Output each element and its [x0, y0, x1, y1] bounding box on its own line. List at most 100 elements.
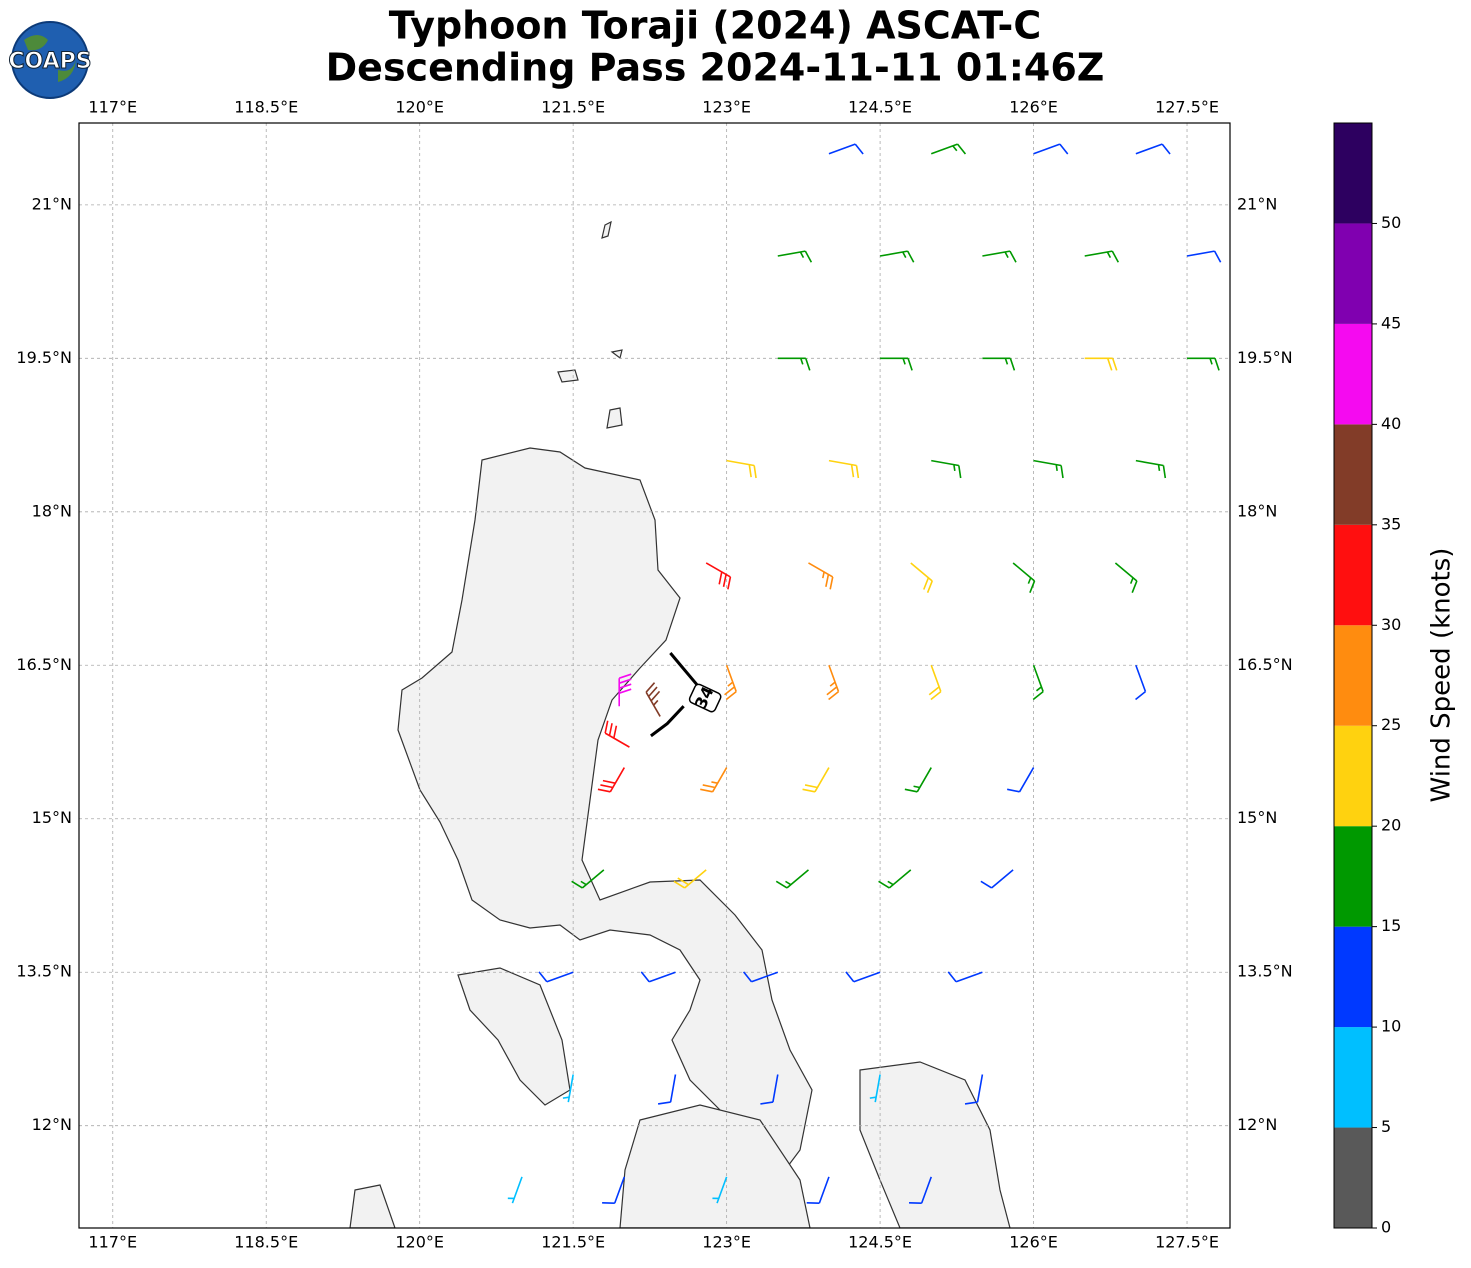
- wind-barb: [562, 1074, 574, 1103]
- wind-barb: [742, 971, 779, 983]
- y-tick-label: 13.5°N: [16, 962, 72, 981]
- x-tick-label: 121.5°E: [541, 98, 605, 117]
- y-tick-label: 18°N: [32, 501, 72, 520]
- wind-barb: [808, 562, 834, 590]
- colorbar-segment: [1334, 625, 1372, 726]
- wind-barb: [712, 1176, 728, 1204]
- wind-barb: [845, 971, 881, 983]
- wind-barb: [538, 971, 574, 983]
- logo-land: [24, 35, 76, 82]
- y-tick-label: 15°N: [1237, 808, 1277, 827]
- wind-barb: [980, 869, 1014, 889]
- wind-barb: [982, 357, 1016, 371]
- wind-barb: [602, 1176, 626, 1204]
- y-tick-label: 21°N: [32, 194, 72, 213]
- colorbar-tick-label: 5: [1381, 1117, 1391, 1136]
- x-tick-label: 120°E: [395, 1233, 444, 1252]
- colorbar-segment: [1334, 524, 1372, 626]
- wind-barb: [705, 562, 732, 590]
- wind-barb: [645, 682, 661, 717]
- wind-barb: [880, 357, 913, 371]
- wind-barb: [775, 869, 809, 889]
- colorbar-segment: [1334, 1027, 1372, 1128]
- wind-barb: [928, 664, 942, 701]
- wind-barb: [657, 1074, 677, 1105]
- colorbar-frame: [1333, 122, 1373, 1229]
- wind-barb: [724, 664, 737, 701]
- x-tick-label: 123°E: [702, 1233, 751, 1252]
- x-tick-label: 121.5°E: [541, 1233, 605, 1252]
- x-tick-label: 117°E: [88, 1233, 137, 1252]
- wind-barb: [1135, 143, 1171, 155]
- wind-barb: [947, 971, 983, 983]
- island: [557, 220, 623, 429]
- wind-barb: [828, 143, 864, 155]
- wind-barb: [1033, 459, 1064, 479]
- wind-barb: [802, 767, 830, 793]
- wind-barb: [777, 250, 813, 263]
- wind-barb: [1135, 459, 1167, 479]
- wind-barb: [673, 869, 707, 889]
- map-background: [79, 123, 1230, 1228]
- wind-barb: [826, 664, 840, 701]
- wind-barb: [1033, 143, 1069, 155]
- y-tick-label: 19.5°N: [1237, 348, 1293, 367]
- land: [349, 220, 1011, 1228]
- y-tick-label: 12°N: [32, 1115, 72, 1134]
- wind-barb: [1012, 562, 1036, 594]
- wind-barb: [1187, 357, 1220, 371]
- colorbar-tick-label: 15: [1381, 916, 1401, 935]
- y-tick-label: 16.5°N: [16, 655, 72, 674]
- colorbar-tick-label: 35: [1381, 514, 1401, 533]
- isotach-line: [669, 652, 699, 686]
- colorbar-tick-label: 40: [1381, 414, 1401, 433]
- colorbar-tick-label: 10: [1381, 1017, 1401, 1036]
- wind-barb: [828, 459, 860, 479]
- wind-barb: [726, 459, 757, 479]
- panay: [349, 1184, 396, 1228]
- y-tick-label: 15°N: [32, 808, 72, 827]
- wind-barb: [760, 1074, 779, 1105]
- mindoro: [457, 967, 571, 1106]
- gridlayer: [79, 123, 1230, 1228]
- wind-barb: [1084, 250, 1120, 263]
- wind-barb: [618, 673, 632, 707]
- x-tick-label: 127.5°E: [1155, 98, 1219, 117]
- chart-title: Descending Pass 2024-11-11 01:46Z: [326, 46, 1105, 90]
- wind-barb: [1186, 250, 1222, 263]
- colorbar: 0 5 10 15 20 25 30 35 40 45 50: [1333, 122, 1401, 1237]
- colorbar-tick-label: 30: [1381, 615, 1401, 634]
- x-tick-label: 120°E: [395, 98, 444, 117]
- wind-barb: [964, 1074, 984, 1105]
- wind-barb: [700, 767, 728, 793]
- colorbar-segment: [1334, 725, 1372, 827]
- wind-barb: [878, 869, 912, 889]
- y-tick-label: 16.5°N: [1237, 655, 1293, 674]
- colorbar-segment: [1334, 323, 1372, 425]
- wind-barb: [1007, 767, 1035, 793]
- y-tick-label: 19.5°N: [16, 348, 72, 367]
- wind-barb: [879, 250, 915, 263]
- x-tick-label: 118.5°E: [234, 98, 298, 117]
- chart-title: Typhoon Toraji (2024) ASCAT-C: [389, 4, 1041, 48]
- colorbar-tick-label: 25: [1381, 715, 1401, 734]
- colorbar-segment: [1334, 123, 1372, 224]
- colorbar-tick-label: 0: [1381, 1218, 1391, 1237]
- wind-barb: [571, 869, 605, 889]
- colorbar-segment: [1334, 1127, 1372, 1228]
- wind-barb: [910, 562, 933, 594]
- colorbar-tick-label: 45: [1381, 313, 1401, 332]
- x-tick-label: 126°E: [1009, 98, 1058, 117]
- wind-barb: [982, 250, 1017, 263]
- colorbar-segment: [1334, 424, 1372, 525]
- y-tick-label: 18°N: [1237, 501, 1277, 520]
- y-tick-label: 13.5°N: [1237, 962, 1293, 981]
- x-tick-label: 126°E: [1009, 1233, 1058, 1252]
- wind-barb: [507, 1176, 523, 1204]
- barbs: 34: [507, 143, 1222, 1204]
- y-tick-label: 12°N: [1237, 1115, 1277, 1134]
- x-tick-label: 124.5°E: [848, 98, 912, 117]
- colorbar-segment: [1334, 223, 1372, 324]
- colorbar-segment: [1334, 826, 1372, 927]
